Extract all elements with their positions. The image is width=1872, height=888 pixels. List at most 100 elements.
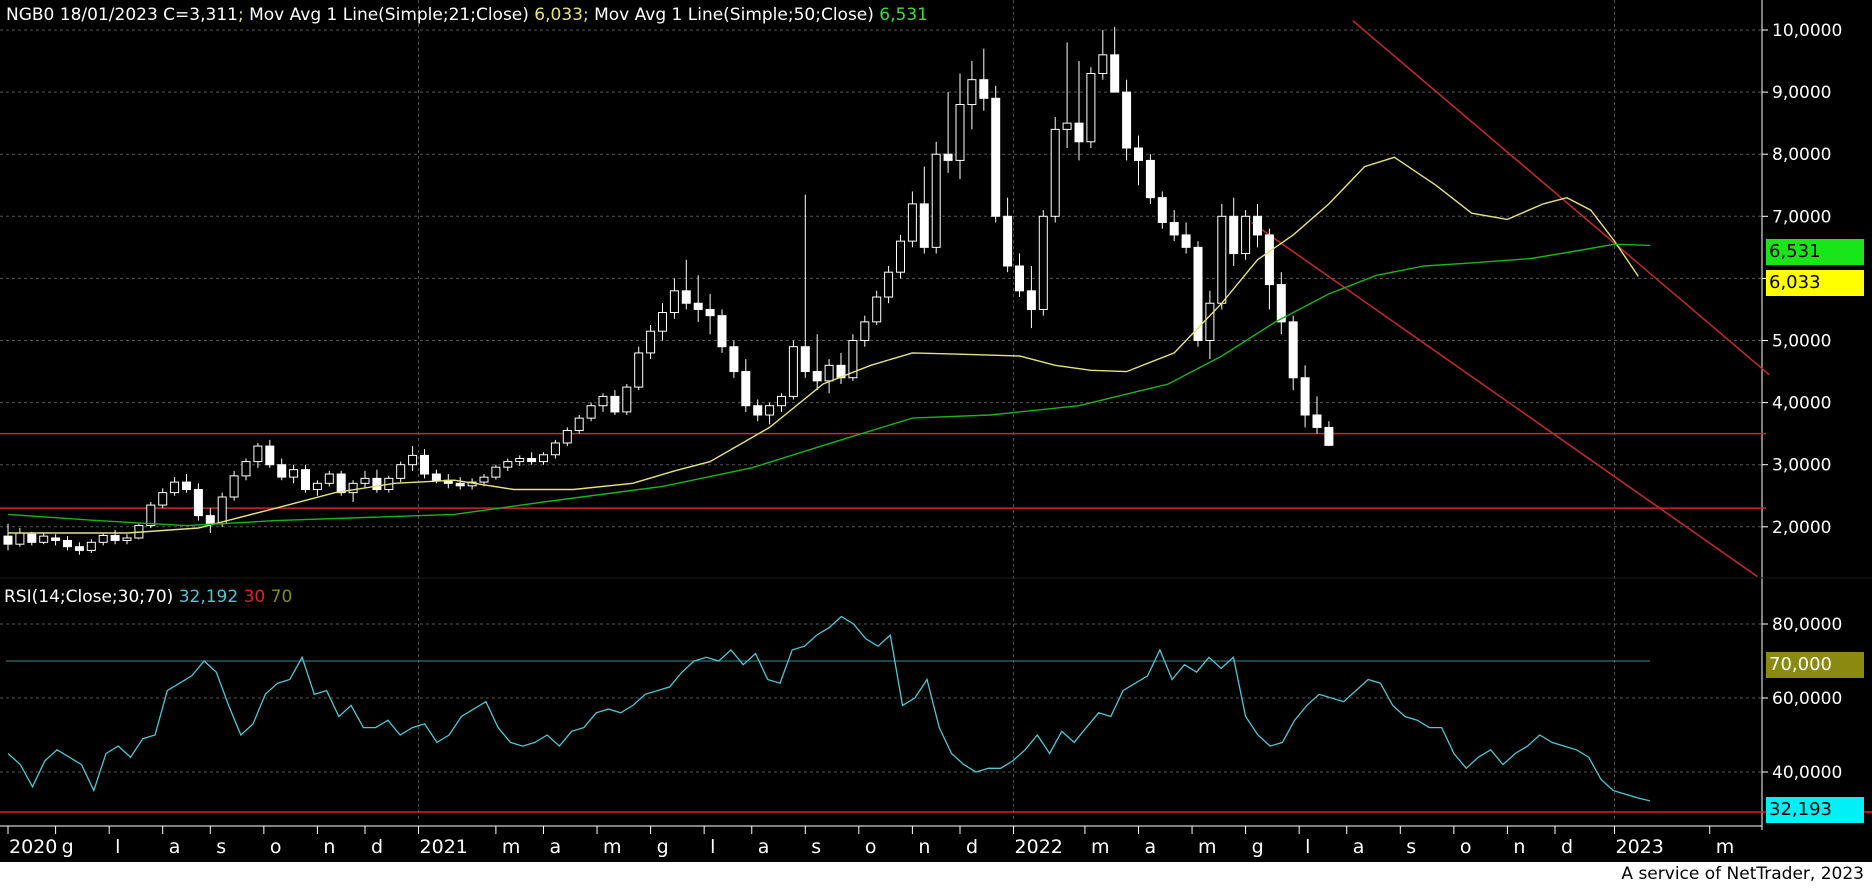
candle-up — [896, 240, 905, 273]
candle-up — [550, 442, 560, 456]
x-tick-label: m — [1198, 836, 1217, 858]
x-tick-label: d — [966, 836, 978, 858]
candle-up — [217, 496, 227, 525]
candle-up — [503, 461, 513, 468]
x-tick-label: g — [657, 836, 669, 858]
candle-up — [1050, 128, 1060, 217]
candle-up — [98, 534, 108, 543]
candle-down — [265, 445, 275, 466]
close-label: C=3,311 — [163, 5, 238, 25]
x-tick-label: n — [1513, 836, 1525, 858]
candle-up — [931, 153, 941, 248]
x-tick-label: d — [1561, 836, 1573, 858]
channel-trend-line — [1352, 20, 1770, 376]
x-tick-label: a — [169, 836, 181, 858]
x-tick-label: o — [1460, 836, 1472, 858]
candle-down — [1003, 215, 1013, 267]
candle-down — [610, 395, 620, 413]
x-tick-label: g — [62, 836, 74, 858]
x-tick-label: m — [1716, 836, 1735, 858]
candle-down — [1169, 222, 1179, 236]
candle-down — [74, 546, 84, 551]
candle-down — [812, 371, 822, 382]
candle-up — [1062, 122, 1072, 130]
candle-down — [1110, 54, 1120, 93]
candle-up — [1086, 72, 1096, 143]
candle-down — [1229, 215, 1239, 255]
candle-down — [3, 535, 13, 545]
candle-up — [1205, 302, 1215, 341]
ma50-line — [7, 243, 1651, 527]
candle-down — [63, 539, 72, 548]
price-tick-label: 2,0000 — [1772, 518, 1831, 538]
x-tick-label: a — [1145, 836, 1157, 858]
candle-down — [1157, 197, 1167, 224]
x-tick-label: n — [323, 836, 335, 858]
candle-up — [241, 461, 251, 477]
candle-down — [182, 481, 191, 491]
x-tick-label: a — [550, 836, 562, 858]
candle-up — [1038, 215, 1048, 310]
price-tick-label: 3,0000 — [1772, 456, 1831, 476]
ma21-legend-value: 6,033 — [534, 5, 583, 25]
candle-up — [1098, 54, 1108, 74]
candle-up — [324, 473, 334, 484]
candle-down — [681, 290, 691, 304]
ma21-line — [8, 156, 1639, 534]
candle-up — [360, 477, 370, 484]
x-tick-label: s — [811, 836, 821, 858]
price-tick-label: 5,0000 — [1772, 332, 1831, 352]
candle-down — [1074, 122, 1084, 143]
rsi-tick-label: 40,0000 — [1772, 763, 1842, 783]
x-tick-label: a — [1353, 836, 1365, 858]
candle-up — [539, 454, 548, 463]
ma21-legend-label: Mov Avg 1 Line(Simple;21;Close) — [249, 5, 529, 25]
candle-down — [800, 346, 810, 373]
x-tick-label: s — [216, 836, 226, 858]
candle-down — [110, 534, 120, 541]
candle-down — [1264, 234, 1274, 286]
candle-down — [1145, 159, 1155, 199]
candle-up — [586, 405, 596, 419]
rsi-legend-label: RSI(14;Close;30;70) — [4, 587, 174, 607]
footer-credit: A service of NetTrader, 2023 — [1619, 864, 1866, 884]
candle-down — [431, 473, 441, 481]
candle-up — [955, 104, 965, 161]
candle-up — [669, 290, 679, 314]
rsi-panel: 40,0000 60,0000 80,0000 — [0, 615, 1872, 813]
x-tick-label: 2021 — [420, 836, 468, 858]
price-tick-label: 9,0000 — [1772, 83, 1831, 103]
candle-up — [788, 346, 798, 397]
candle-down — [527, 457, 537, 463]
price-panel: 2,00003,00004,00005,00006,00007,00008,00… — [0, 0, 1872, 830]
ma50-legend-value: 6,531 — [879, 5, 928, 25]
candle-down — [1122, 91, 1132, 149]
price-tick-label: 8,0000 — [1772, 145, 1831, 165]
candle-up — [122, 537, 132, 541]
candle-down — [372, 477, 382, 491]
x-tick-label: o — [865, 836, 877, 858]
candle-down — [705, 308, 715, 317]
rsi-tick-label: 80,0000 — [1772, 615, 1842, 635]
candle-down — [1312, 414, 1322, 428]
candle-up — [479, 476, 489, 483]
price-tick-label: 4,0000 — [1772, 394, 1831, 414]
candle-up — [408, 454, 418, 466]
candle-up — [622, 386, 632, 413]
rsi-header: RSI(14;Close;30;70) 32,192 30 70 — [4, 587, 292, 607]
candle-down — [1193, 246, 1203, 342]
x-tick-label: 2022 — [1015, 836, 1063, 858]
candle-down — [741, 371, 751, 407]
rsi-tick-label: 60,0000 — [1772, 689, 1842, 709]
candle-up — [396, 464, 406, 479]
candle-up — [515, 457, 525, 463]
x-tick-label: l — [710, 836, 715, 858]
rsi-70-level-badge: 70,000 — [1766, 652, 1864, 678]
x-tick-label: g — [1252, 836, 1264, 858]
candle-up — [907, 203, 917, 242]
ma50-legend-label: Mov Avg 1 Line(Simple;50;Close) — [594, 5, 874, 25]
x-tick-label: 2023 — [1616, 836, 1664, 858]
candle-down — [991, 97, 1001, 217]
candle-up — [658, 312, 667, 332]
price-tick-label: 10,0000 — [1772, 21, 1842, 41]
